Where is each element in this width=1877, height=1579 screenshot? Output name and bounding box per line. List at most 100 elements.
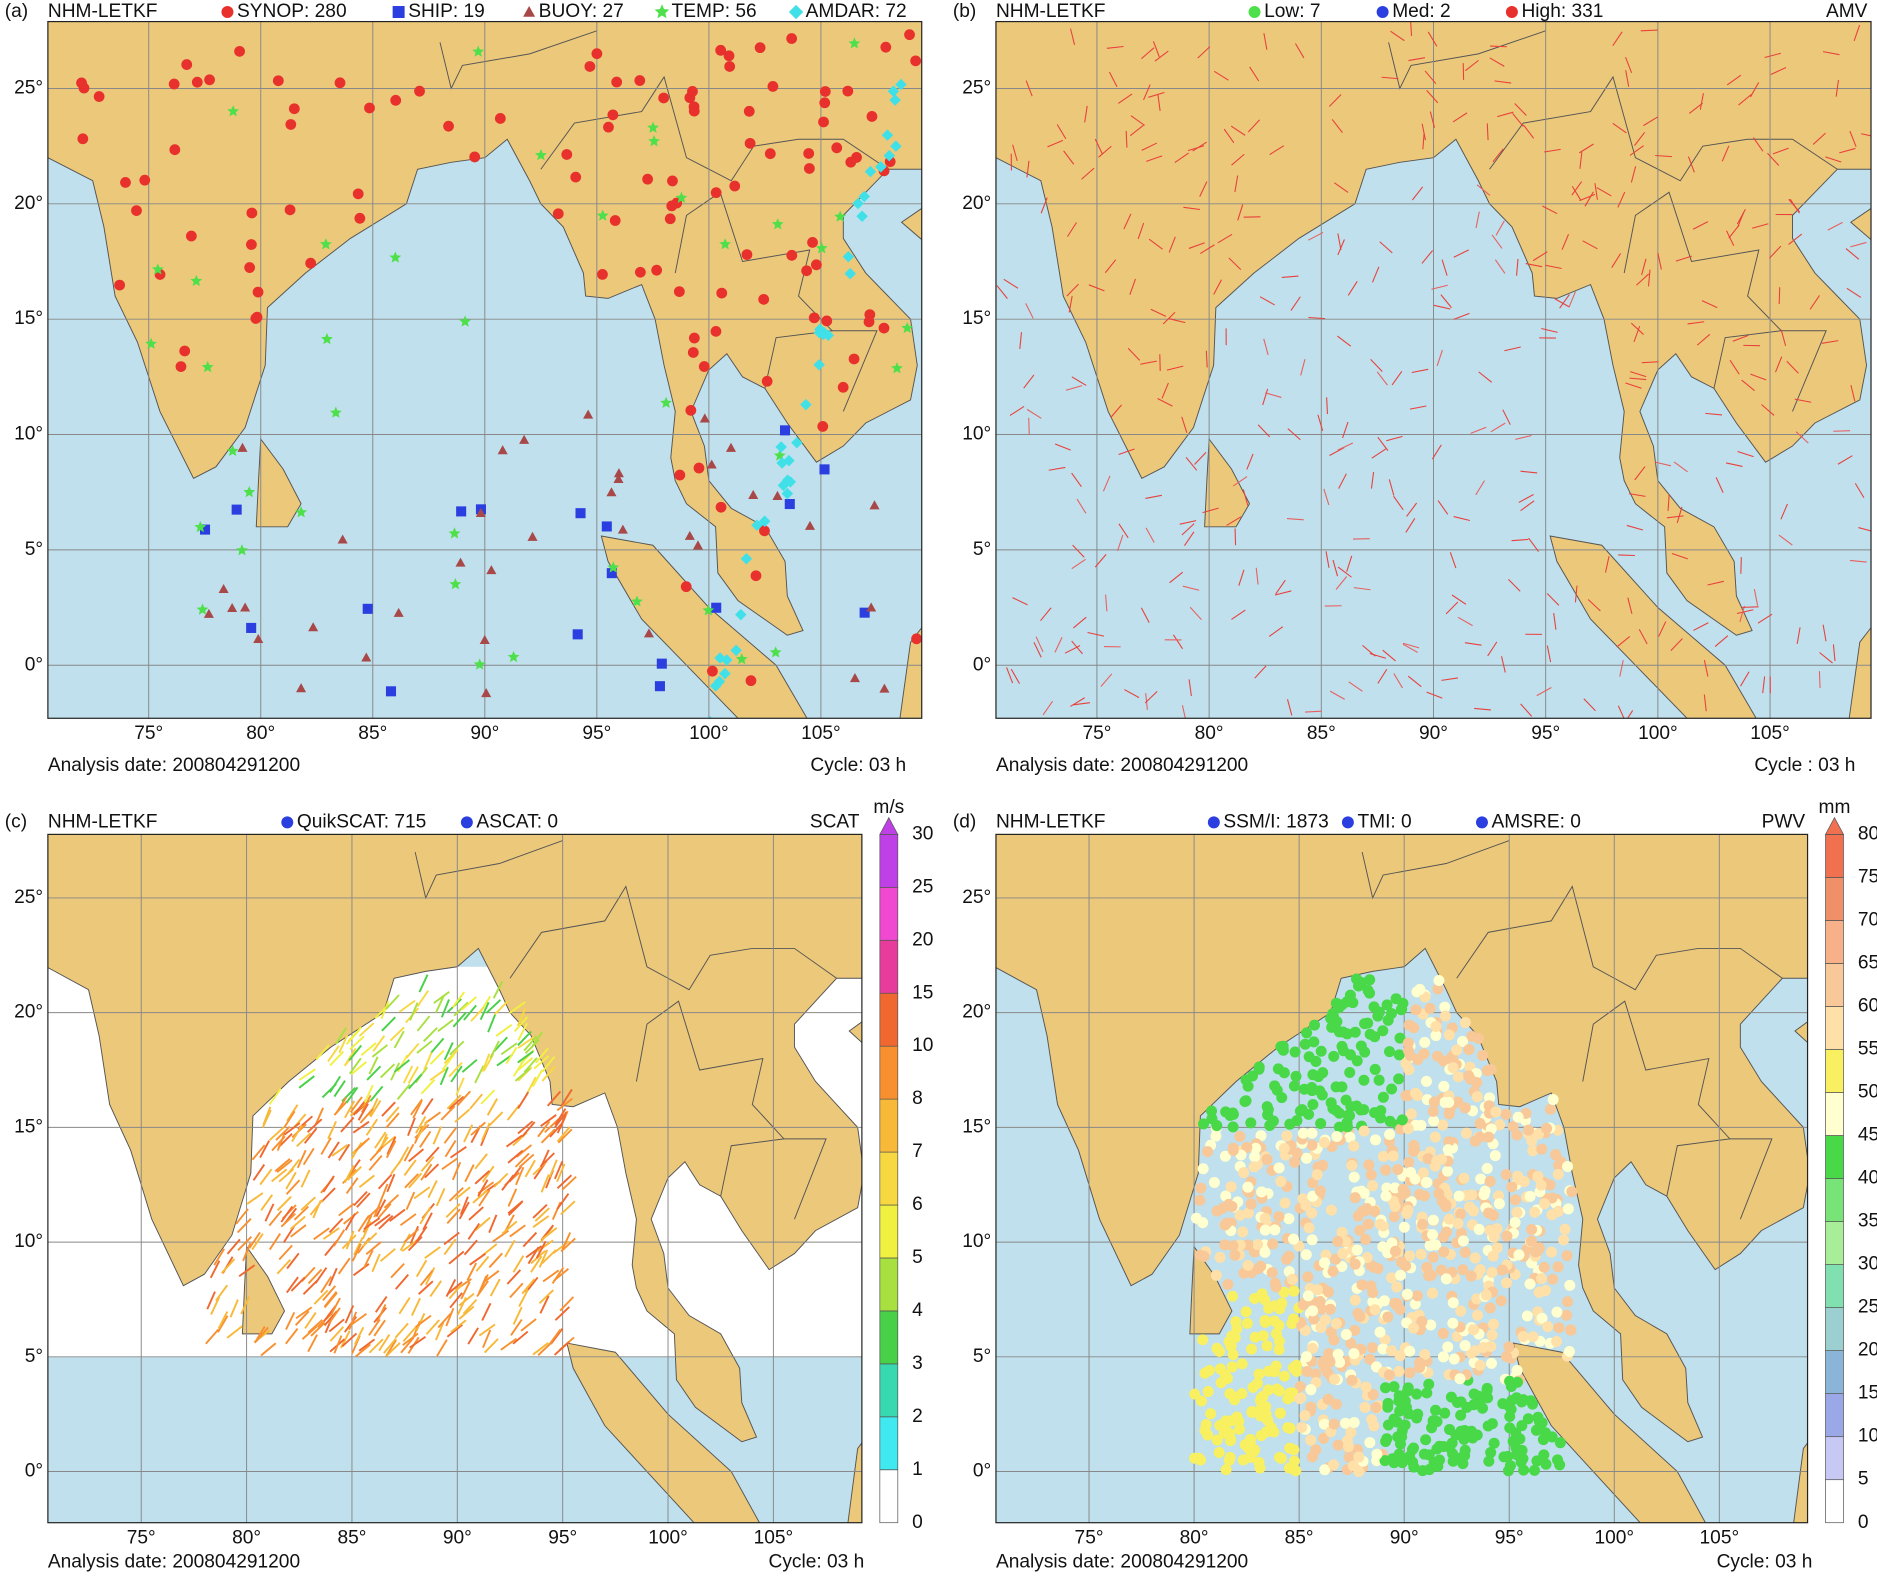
- wind-barb: [1262, 388, 1269, 406]
- pwv-obs: [1306, 1234, 1318, 1246]
- marker-star: [151, 263, 164, 275]
- marker-star: [535, 148, 547, 161]
- pwv-obs: [1430, 1020, 1442, 1032]
- wind-barb: [1487, 641, 1498, 657]
- wind-vector: [210, 1296, 221, 1315]
- wind-vector: [536, 1239, 554, 1253]
- pwv-obs: [1416, 1316, 1428, 1328]
- marker-circle: [866, 111, 878, 122]
- wind-vector: [354, 1343, 371, 1358]
- wind-barb: [1440, 294, 1452, 308]
- wind-vector: [365, 1241, 382, 1256]
- pwv-obs: [1484, 1092, 1496, 1104]
- wind-vector: [371, 1044, 388, 1058]
- pwv-obs: [1408, 1322, 1420, 1334]
- wind-vector: [278, 1168, 295, 1183]
- pwv-obs: [1253, 1063, 1265, 1075]
- legend-marker: [788, 4, 804, 20]
- wind-barb: [1353, 587, 1371, 591]
- pwv-obs: [1443, 1136, 1455, 1148]
- pwv-obs: [1307, 1305, 1319, 1317]
- wind-barb: [1853, 24, 1861, 42]
- pwv-obs: [1310, 1055, 1322, 1067]
- wind-barb: [1490, 45, 1507, 48]
- pwv-obs: [1391, 1416, 1403, 1428]
- pwv-obs: [1301, 1365, 1313, 1378]
- wind-barb: [1780, 503, 1788, 520]
- wind-vector: [469, 1253, 486, 1266]
- lon-tick-label: 105°: [801, 723, 841, 744]
- wind-vector: [361, 1094, 372, 1113]
- pwv-obs: [1267, 1238, 1279, 1250]
- wind-vector: [429, 1049, 445, 1065]
- marker-triangle: [486, 565, 497, 575]
- pwv-obs: [1511, 1376, 1523, 1388]
- wind-vector: [320, 1275, 333, 1294]
- marker-triangle: [203, 608, 214, 618]
- pwv-obs: [1469, 1252, 1481, 1264]
- wind-barb: [1335, 576, 1348, 590]
- wind-vector: [408, 1148, 425, 1163]
- pwv-obs: [1269, 1080, 1281, 1092]
- pwv-obs: [1284, 1442, 1296, 1454]
- colorbar-segment: [1825, 1178, 1844, 1222]
- pwv-obs: [1215, 1377, 1227, 1389]
- wind-vector: [236, 1217, 252, 1234]
- pwv-obs: [1511, 1129, 1523, 1141]
- wind-vector: [489, 1278, 501, 1297]
- marker-star: [295, 506, 308, 518]
- pwv-obs: [1263, 1302, 1275, 1314]
- panel-label: (c): [5, 811, 27, 832]
- pwv-obs: [1369, 1304, 1381, 1316]
- wind-barb: [1545, 264, 1562, 270]
- pwv-obs: [1465, 1425, 1477, 1437]
- wind-vector: [478, 1189, 491, 1207]
- wind-barb: [1502, 409, 1511, 425]
- wind-barb: [1788, 198, 1801, 213]
- wind-barb: [1012, 144, 1018, 162]
- map-frame: [995, 20, 1872, 719]
- lon-tick-label: 90°: [1390, 1527, 1419, 1548]
- legend-marker: [221, 6, 234, 18]
- wind-barb: [1667, 494, 1670, 512]
- pwv-obs: [1471, 1309, 1483, 1321]
- pwv-obs: [1420, 1075, 1432, 1087]
- pwv-obs: [1358, 1125, 1370, 1137]
- wind-barb: [1023, 374, 1035, 389]
- land: [255, 437, 302, 528]
- wind-barb: [1140, 607, 1150, 623]
- wind-vector: [389, 1026, 405, 1042]
- wind-barb: [1174, 152, 1189, 163]
- colorbar-segment: [1825, 1436, 1844, 1481]
- pwv-obs: [1501, 1277, 1513, 1289]
- pwv-obs: [1345, 1337, 1357, 1349]
- wind-vector: [439, 1066, 449, 1086]
- wind-barb: [1778, 287, 1781, 304]
- legend-label: BUOY: 27: [539, 1, 624, 22]
- pwv-obs: [1424, 1003, 1436, 1015]
- pwv-obs: [1316, 1160, 1328, 1172]
- wind-barb: [1721, 145, 1730, 162]
- pwv-obs: [1437, 1327, 1449, 1339]
- pwv-obs: [1452, 1071, 1464, 1083]
- wind-barb: [1342, 421, 1349, 439]
- wind-vector: [365, 1118, 378, 1136]
- pwv-obs: [1256, 1288, 1268, 1300]
- wind-barb: [1168, 236, 1176, 253]
- pwv-obs: [1427, 1229, 1439, 1241]
- wind-barb: [1234, 175, 1239, 193]
- wind-vector: [276, 1258, 292, 1275]
- wind-vector: [553, 1160, 564, 1180]
- marker-circle: [878, 322, 890, 334]
- marker-circle: [759, 525, 770, 537]
- pwv-obs: [1301, 1027, 1313, 1039]
- wind-barb: [1141, 47, 1155, 60]
- marker-circle: [831, 142, 843, 154]
- wind-vector: [385, 1112, 400, 1129]
- pwv-obs: [1261, 1153, 1273, 1165]
- wind-barb: [1025, 303, 1034, 319]
- wind-barb: [1066, 283, 1079, 297]
- legend-label: ASCAT: 0: [476, 811, 558, 832]
- wind-barb: [1334, 182, 1349, 193]
- wind-barb: [1118, 448, 1135, 456]
